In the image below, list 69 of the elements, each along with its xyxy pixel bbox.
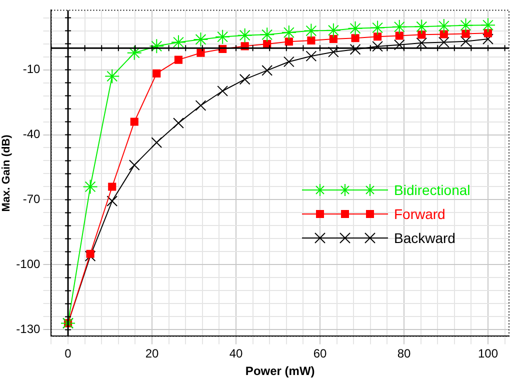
x-tick-label: 40 [229, 346, 244, 361]
legend-label: Forward [394, 206, 446, 222]
point [108, 182, 116, 191]
point [281, 25, 296, 40]
point [152, 69, 161, 78]
point [106, 196, 118, 206]
point [195, 100, 206, 111]
x-tick-label: 60 [313, 346, 327, 361]
point [239, 74, 250, 85]
y-tick-label: -70 [22, 192, 41, 206]
point [416, 37, 428, 48]
legend-label: Backward [394, 230, 456, 246]
point [329, 34, 338, 44]
point [438, 36, 450, 48]
point [418, 30, 426, 39]
point [262, 64, 273, 76]
point [284, 38, 293, 46]
point [215, 29, 230, 44]
point [217, 86, 228, 96]
point [328, 46, 339, 58]
point [82, 179, 98, 194]
point [414, 19, 430, 34]
point [260, 27, 275, 42]
point [372, 40, 383, 52]
point [151, 137, 162, 148]
point [304, 23, 319, 38]
point [458, 18, 474, 33]
point [307, 36, 316, 45]
point [484, 29, 492, 38]
point [436, 18, 452, 34]
point [374, 32, 382, 41]
y-tick-label: -10 [22, 62, 41, 76]
x-tick-label: 80 [397, 346, 411, 361]
point [283, 56, 294, 68]
legend-label: Bidirectional [394, 182, 470, 198]
point [370, 20, 386, 36]
point [237, 28, 252, 43]
point [395, 32, 404, 40]
point [350, 44, 361, 55]
y-tick-label: -130 [16, 322, 41, 336]
point [440, 30, 448, 38]
point [394, 39, 405, 50]
point [130, 118, 138, 126]
point [392, 19, 407, 34]
point [86, 250, 94, 258]
point [104, 68, 120, 84]
y-axis-title: Max. Gain (dB) [0, 134, 13, 212]
point [174, 56, 183, 64]
point [482, 34, 494, 44]
y-tick-label: -40 [22, 127, 41, 142]
point [149, 38, 164, 54]
point [306, 50, 317, 62]
point [462, 30, 470, 38]
x-axis-title: Power (mW) [245, 364, 315, 378]
x-tick-label: 0 [64, 346, 72, 361]
x-tick-label: 100 [478, 346, 498, 361]
y-tick-label: -100 [16, 257, 41, 272]
point [128, 160, 140, 171]
point [126, 45, 142, 60]
point [173, 118, 184, 129]
point [348, 20, 363, 36]
point [351, 34, 360, 42]
point [170, 34, 186, 50]
point [460, 36, 472, 47]
point [326, 22, 341, 38]
point [193, 32, 208, 47]
point [480, 18, 496, 33]
x-tick-label: 20 [145, 346, 160, 361]
point [196, 48, 205, 57]
